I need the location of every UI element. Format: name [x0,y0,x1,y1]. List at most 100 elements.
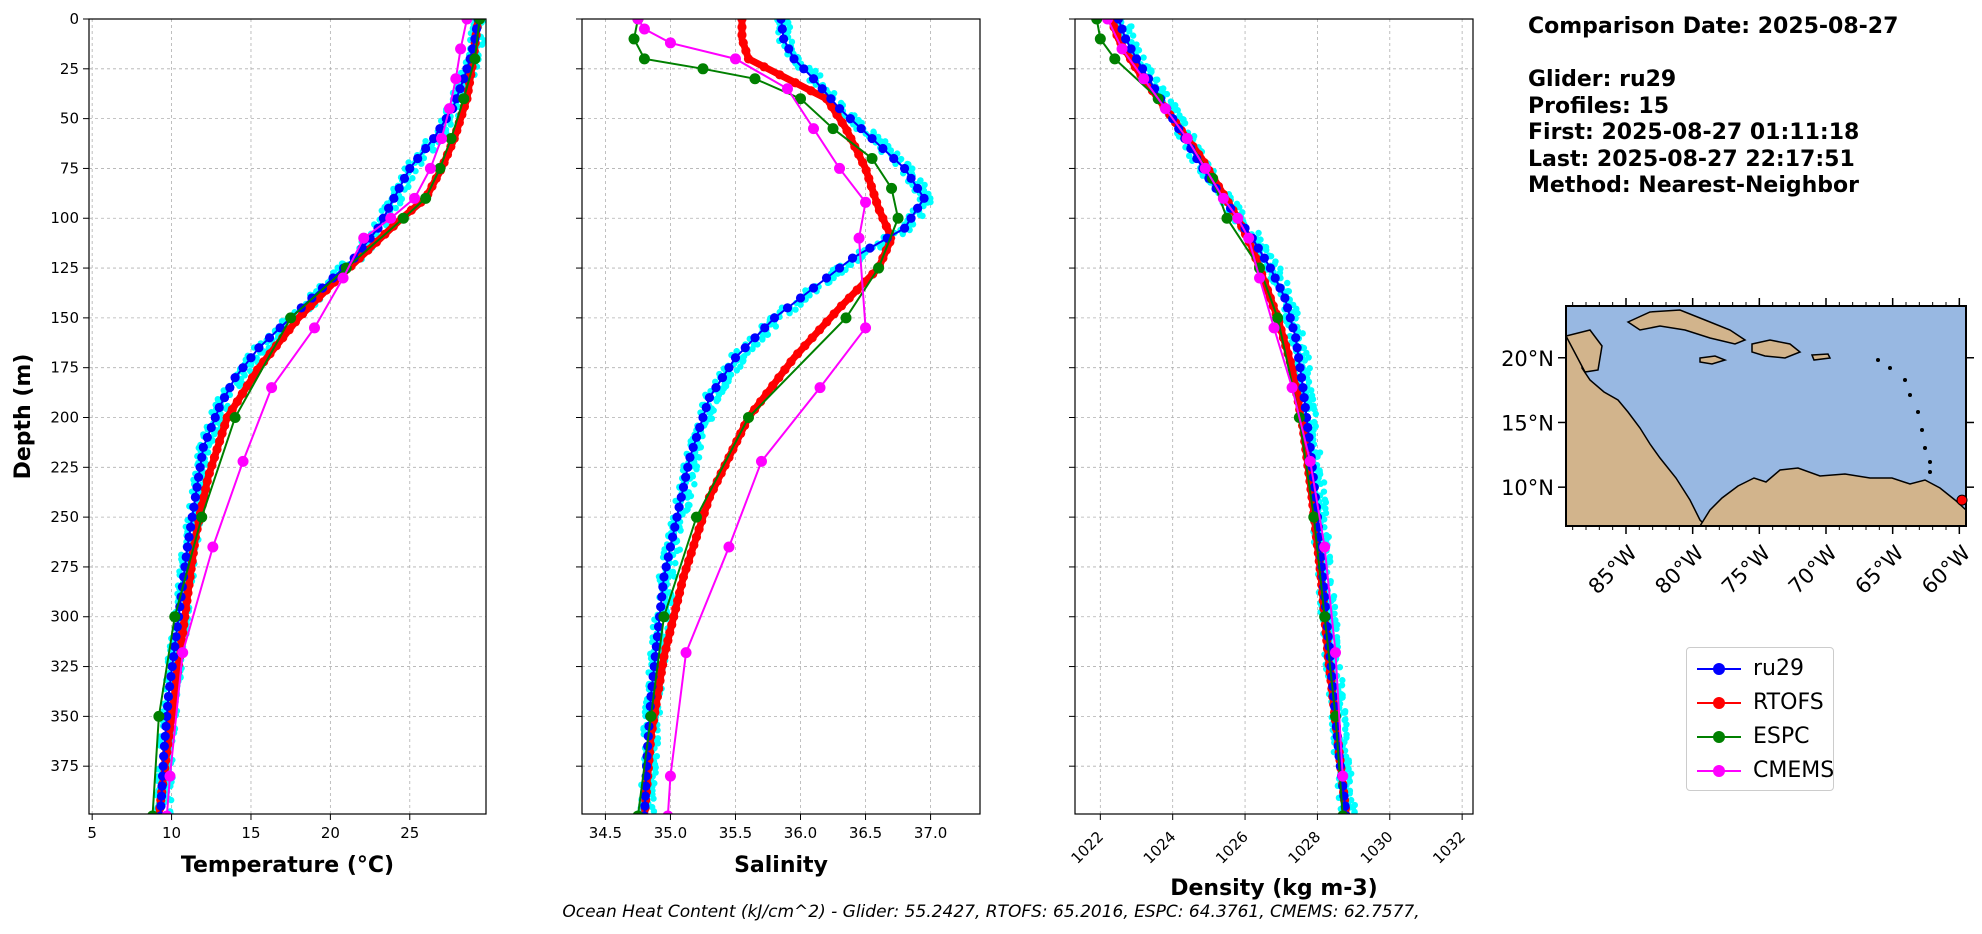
data-point-espc [886,182,898,194]
data-point-ru29 [219,392,230,403]
data-point-cmems [1138,73,1150,85]
x-tick-label: 37.0 [914,824,947,842]
data-point-ru29 [1259,253,1269,263]
data-point-rtofs [844,293,854,303]
data-point-rtofs [199,492,209,502]
glider-raw-point [1333,625,1340,633]
data-point-ru29 [656,602,666,612]
glider-raw-point [1314,453,1321,460]
data-point-ru29 [1253,243,1263,253]
data-point-rtofs [663,636,673,646]
glider-raw-point [1255,229,1262,237]
glider-raw-point [677,527,684,534]
series-line-espc [1095,19,1344,814]
data-point-ru29 [275,323,285,333]
data-point-ru29 [640,801,650,811]
glider-raw-point [772,323,780,330]
data-point-ru29 [192,482,202,492]
x-axis-unit: (°C) [347,853,394,878]
data-point-rtofs [749,404,760,415]
glider-raw-point [672,559,679,567]
glider-raw-point [1317,480,1324,488]
map-lon-label: 70°W [1784,541,1842,599]
data-point-ru29 [197,452,207,462]
glider-raw-point [167,796,175,804]
data-point-cmems [662,810,673,814]
data-point-ru29 [1298,383,1308,393]
data-point-rtofs [822,317,832,327]
series-ru29 [640,19,929,814]
method: Method: Nearest-Neighbor [1528,173,1859,198]
data-point-ru29 [157,781,167,791]
data-point-ru29 [659,572,669,582]
hispaniola [1751,339,1802,359]
data-point-espc [153,710,165,722]
glider-raw-point [396,200,404,207]
data-point-rtofs [814,325,825,335]
x-tick-label: 1028 [1285,828,1325,868]
glider-raw-point [697,443,705,451]
data-point-rtofs [232,396,242,407]
data-point-ru29 [1299,392,1309,403]
data-point-rtofs [242,381,253,391]
data-point-ru29 [856,123,866,134]
data-point-rtofs [212,444,222,454]
glider-raw-point [1181,120,1188,127]
data-point-espc [690,511,702,523]
data-point-ru29 [405,163,415,174]
data-point-cmems [853,232,865,244]
glider-raw-point [1185,152,1193,160]
data-point-cmems [337,272,349,284]
data-point-ru29 [462,64,472,74]
glider-raw-point [1341,725,1349,733]
map-lon-label: 60°W [1917,541,1975,599]
data-point-rtofs [204,468,214,478]
glider-raw-point [1263,246,1270,254]
data-point-cmems [1330,647,1342,659]
data-point-rtofs [858,157,868,168]
data-point-rtofs [836,301,847,311]
glider-raw-point [897,155,905,163]
glider-raw-point [1135,47,1143,54]
data-point-ru29 [1300,402,1310,413]
y-tick-label: 375 [50,757,79,775]
glider-raw-point [1154,76,1161,83]
comparison-info: Comparison Date: 2025-08-27 Glider: ru29… [1528,14,1898,200]
data-point-ru29 [1117,24,1127,34]
data-point-ru29 [167,661,177,672]
x-tick-label: 1032 [1429,828,1469,868]
series-espc [147,19,486,814]
legend-item-ru29: ru29 [1695,654,1831,684]
glider-raw-point [392,204,399,212]
data-point-rtofs [305,301,316,311]
data-point-ru29 [906,173,916,183]
data-point-ru29 [889,153,899,164]
glider-raw-point [236,382,243,390]
glider-raw-point [1308,387,1315,394]
data-point-rtofs [793,349,803,359]
glider-raw-point [1331,603,1339,611]
series-line-cmems [1106,19,1344,777]
glider-raw-point [1333,637,1341,645]
data-point-rtofs [202,476,212,486]
data-point-ru29 [826,94,836,104]
glider-raw-point [204,449,212,456]
data-point-espc [873,262,885,274]
data-point-ru29 [665,542,676,552]
data-point-ru29 [187,512,197,522]
plot-area [628,19,934,814]
glider-raw-point [1126,28,1133,35]
land [1566,309,1966,526]
map-lon-label: 65°W [1850,541,1908,599]
data-point-rtofs [790,78,800,88]
data-point-cmems [266,382,278,394]
grid [1075,18,1473,814]
data-point-ru29 [698,412,708,423]
data-point-ru29 [214,402,224,413]
glider-raw-point [713,397,720,405]
data-point-espc [645,710,657,722]
glider-raw-point [1342,716,1349,723]
data-point-ru29 [799,64,809,74]
jamaica [1699,355,1728,365]
x-tick-label: 35.5 [719,824,752,842]
